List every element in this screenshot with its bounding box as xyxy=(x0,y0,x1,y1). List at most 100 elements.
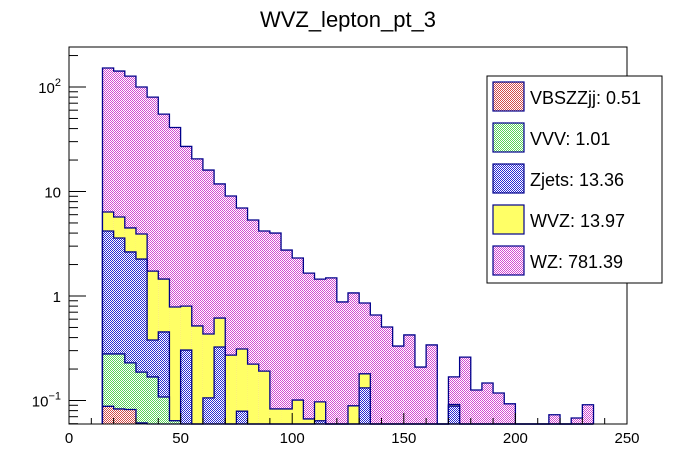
legend-item-zjets: Zjets: 13.36 xyxy=(492,163,624,194)
bar-wvz xyxy=(292,400,304,424)
bar-wz xyxy=(292,257,304,424)
x-tick-label: 150 xyxy=(391,430,416,447)
bar-zjets xyxy=(314,420,326,424)
bar-wz xyxy=(348,292,360,424)
legend-label: Zjets: 13.36 xyxy=(530,170,624,190)
bar-wvz xyxy=(202,333,215,424)
bar-zjets xyxy=(214,347,226,424)
bar-vbszzjj xyxy=(102,406,114,424)
bar-wvz xyxy=(169,306,181,424)
bar-zjets xyxy=(124,251,136,424)
bar-wvz xyxy=(247,364,259,424)
bar-wvz xyxy=(269,408,282,424)
bar-zjets xyxy=(113,238,125,424)
bar-wz xyxy=(258,230,270,424)
bar-wz xyxy=(504,403,516,424)
bar-zjets xyxy=(448,406,460,424)
bar-wz xyxy=(459,357,471,424)
legend-label: VBSZZjj: 0.51 xyxy=(530,88,641,108)
x-tick-label: 0 xyxy=(65,430,73,447)
bar-wz xyxy=(381,327,393,424)
histogram-bars xyxy=(101,67,595,425)
bar-wz xyxy=(202,170,215,424)
bar-wz xyxy=(426,344,438,424)
x-tick-label: 200 xyxy=(503,430,528,447)
legend-swatch xyxy=(492,245,525,276)
legend-swatch xyxy=(492,81,525,112)
bar-wz xyxy=(158,114,170,425)
bar-vvv xyxy=(124,362,136,424)
bar-zjets xyxy=(102,230,114,424)
legend-item-vvv: VVV: 1.01 xyxy=(492,122,610,153)
y-axis: 10−1 1 10 102 xyxy=(32,55,86,425)
legend-label: WZ: 781.39 xyxy=(530,252,623,272)
bar-wz xyxy=(314,279,326,424)
y-tick-label: 102 xyxy=(38,77,61,97)
bar-vvv xyxy=(147,376,159,424)
bar-wvz xyxy=(314,401,326,424)
bar-wz xyxy=(571,418,583,424)
bar-wz xyxy=(147,97,159,424)
bar-wz xyxy=(191,158,203,424)
bar-vbszzjj xyxy=(124,409,136,424)
bar-wz xyxy=(403,334,415,424)
bar-wvz xyxy=(303,418,315,424)
bar-wz xyxy=(214,183,226,424)
bar-wz xyxy=(325,277,337,424)
bar-wz xyxy=(359,303,371,424)
bar-wz xyxy=(281,250,293,424)
legend: VBSZZjj: 0.51 VVV: 1.01 Zjets: 13.36 WVZ: 1… xyxy=(486,75,663,284)
bar-wz xyxy=(548,414,561,424)
bar-vvv xyxy=(135,372,148,424)
bar-vvv xyxy=(169,420,181,424)
legend-swatch xyxy=(492,163,525,194)
bar-wz xyxy=(247,220,259,424)
bar-wvz xyxy=(281,408,293,424)
bar-wz xyxy=(493,392,505,424)
bar-wz xyxy=(225,195,237,424)
legend-item-vbszzjj: VBSZZjj: 0.51 xyxy=(492,81,641,112)
bar-wz xyxy=(336,301,348,424)
bar-wz xyxy=(303,273,315,424)
bar-wz xyxy=(370,314,382,424)
y-tick-label: 1 xyxy=(53,289,61,306)
bar-vvv xyxy=(102,353,114,424)
bar-wz xyxy=(470,390,482,424)
bar-zjets xyxy=(158,331,170,424)
bar-vvv xyxy=(113,353,125,424)
bar-wvz xyxy=(225,355,237,424)
bar-vvv xyxy=(158,397,170,424)
chart-title: WVZ_lepton_pt_3 xyxy=(260,7,436,32)
legend-label: VVV: 1.01 xyxy=(530,129,610,149)
bar-wz xyxy=(414,367,427,424)
bar-zjets xyxy=(359,387,371,424)
bar-wz xyxy=(448,376,460,424)
outline-wz xyxy=(101,67,595,425)
bar-wz xyxy=(169,127,181,425)
legend-item-wz: WZ: 781.39 xyxy=(492,245,623,276)
bar-wvz xyxy=(191,325,203,424)
x-tick-label: 250 xyxy=(614,430,639,447)
x-tick-label: 50 xyxy=(172,430,189,447)
bar-zjets xyxy=(236,411,248,424)
x-tick-label: 100 xyxy=(280,430,305,447)
legend-label: WVZ: 13.97 xyxy=(530,211,625,231)
legend-swatch xyxy=(492,122,525,153)
bar-wvz xyxy=(348,405,360,424)
y-tick-label: 10 xyxy=(44,185,61,202)
y-tick-label: 10−1 xyxy=(32,391,61,411)
bar-wz xyxy=(392,346,404,424)
bar-wz xyxy=(481,383,494,424)
legend-swatch xyxy=(492,204,525,235)
bar-wz xyxy=(269,233,282,424)
x-axis: 0 50 100 150 200 250 xyxy=(65,413,640,447)
bar-vbszzjj xyxy=(113,408,125,424)
bar-wz xyxy=(180,146,192,424)
bar-wvz xyxy=(236,349,248,424)
bar-zjets xyxy=(180,350,192,424)
bar-wz xyxy=(236,208,248,424)
bar-wvz xyxy=(258,371,270,424)
bar-zjets xyxy=(202,397,215,424)
bar-zjets xyxy=(135,259,148,424)
